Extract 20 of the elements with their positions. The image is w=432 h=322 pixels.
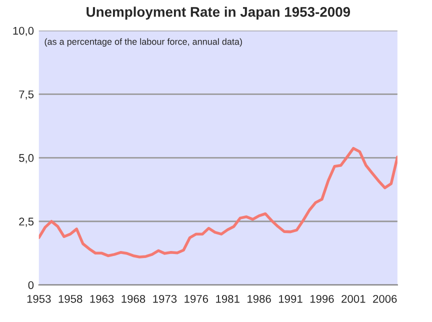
annotation: (as a percentage of the labour force, annual data) bbox=[44, 38, 242, 47]
x-tick-label: 1991 bbox=[278, 294, 302, 303]
x-tick-label: 1973 bbox=[153, 294, 177, 303]
y-tick-label: 2,5 bbox=[19, 218, 34, 227]
chart-title: Unemployment Rate in Japan 1953-2009 bbox=[86, 6, 350, 20]
y-tick-label: 10,0 bbox=[13, 26, 34, 36]
y-tick-label: 5,0 bbox=[19, 154, 34, 164]
y-tick-label: 0 bbox=[28, 281, 34, 290]
x-tick-label: 2001 bbox=[342, 294, 366, 303]
x-tick-label: 1981 bbox=[216, 294, 240, 303]
y-tick-label: 7,5 bbox=[19, 90, 34, 100]
x-tick-label: 1976 bbox=[184, 294, 208, 303]
line-series bbox=[38, 146, 398, 258]
x-tick-label: 1958 bbox=[58, 294, 82, 303]
x-tick-label: 2006 bbox=[373, 294, 397, 303]
x-tick-label: 1968 bbox=[122, 294, 146, 303]
x-tick-label: 1996 bbox=[310, 294, 334, 303]
x-tick-label: 1963 bbox=[90, 294, 114, 303]
x-tick-label: 1953 bbox=[27, 294, 51, 303]
x-tick-label: 1986 bbox=[248, 294, 271, 303]
